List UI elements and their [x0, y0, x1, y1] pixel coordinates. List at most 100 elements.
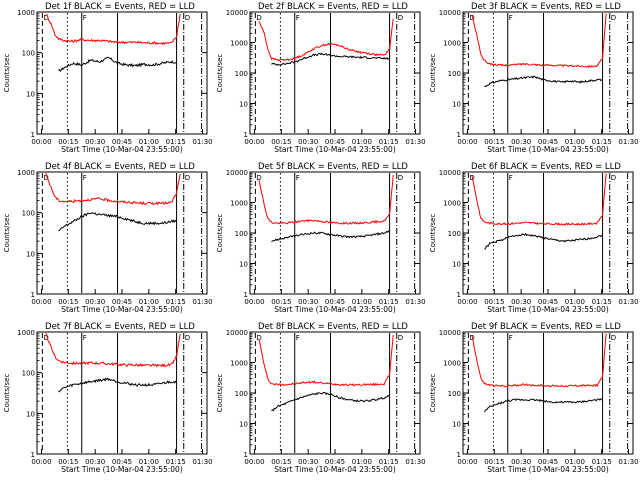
interval-marker-label: D — [398, 14, 403, 22]
x-tick-label: 01:15 — [166, 138, 186, 146]
x-tick-label: 00:15 — [58, 138, 78, 146]
x-tick-label: 01:00 — [139, 458, 159, 466]
y-tick-label: 100 — [22, 210, 35, 218]
x-tick-label: 01:30 — [618, 458, 638, 466]
y-tick-label: 10000 — [226, 9, 248, 17]
y-tick-label: 1 — [457, 131, 461, 139]
x-tick-label: 00:15 — [58, 298, 78, 306]
x-tick-label: 01:00 — [565, 298, 585, 306]
x-tick-label: 01:30 — [192, 458, 212, 466]
x-tick-label: 01:15 — [379, 138, 399, 146]
interval-marker-label: D — [469, 14, 474, 22]
interval-marker-label: F — [509, 14, 513, 22]
series-line-events — [271, 52, 390, 67]
series-line-events — [58, 377, 177, 393]
y-tick-label: 10 — [26, 410, 35, 418]
plot-frame — [36, 11, 208, 135]
x-tick-label: 01:30 — [618, 138, 638, 146]
x-tick-label: 01:15 — [166, 458, 186, 466]
y-tick-label: 100 — [235, 70, 248, 78]
y-tick-label: 1000 — [443, 200, 461, 208]
panel-title: Det 3f BLACK = Events, RED = LLD — [471, 2, 621, 12]
x-tick-label: 01:00 — [352, 298, 372, 306]
interval-marker-label: D — [256, 174, 261, 182]
interval-marker-label: D — [398, 334, 403, 342]
y-tick-label: 10 — [26, 90, 35, 98]
x-tick-label: 00:00 — [31, 298, 51, 306]
y-tick-label: 1000 — [230, 40, 248, 48]
panel-title: Det 7f BLACK = Events, RED = LLD — [45, 322, 195, 332]
y-tick-label: 10 — [239, 101, 248, 109]
series-line-lld — [471, 13, 607, 69]
y-tick-label: 100 — [448, 230, 461, 238]
x-tick-label: 00:15 — [58, 458, 78, 466]
panel-det-1: Det 1f BLACK = Events, RED = LLD Counts/s… — [3, 2, 213, 154]
y-tick-label: 1000 — [17, 329, 35, 337]
x-tick-label: 01:00 — [565, 458, 585, 466]
x-tick-label: 00:30 — [298, 298, 318, 306]
y-tick-label: 10000 — [439, 9, 461, 17]
y-tick-label: 10 — [239, 421, 248, 429]
series-line-events — [271, 230, 390, 243]
y-axis-label: Counts/sec — [3, 214, 11, 253]
x-tick-label: 01:15 — [592, 138, 612, 146]
panel-title: Det 9f BLACK = Events, RED = LLD — [471, 322, 621, 332]
series-line-events — [58, 56, 177, 73]
x-tick-label: 00:30 — [85, 458, 105, 466]
x-tick-label: 00:30 — [85, 298, 105, 306]
series-line-lld — [258, 334, 394, 387]
x-tick-label: 00:30 — [298, 458, 318, 466]
y-axis-label: Counts/sec — [429, 54, 437, 93]
x-tick-label: 00:30 — [511, 458, 531, 466]
x-tick-label: 01:30 — [192, 138, 212, 146]
y-tick-label: 10 — [239, 261, 248, 269]
x-tick-label: 00:30 — [511, 298, 531, 306]
y-tick-label: 1 — [31, 131, 35, 139]
y-tick-label: 1 — [457, 291, 461, 299]
y-axis-label: Counts/sec — [3, 374, 11, 413]
panel-title: Det 8f BLACK = Events, RED = LLD — [258, 322, 408, 332]
y-tick-label: 1000 — [443, 40, 461, 48]
panel-det-2: Det 2f BLACK = Events, RED = LLD Counts/s… — [216, 2, 426, 154]
y-axis-label: Counts/sec — [216, 54, 224, 93]
x-axis-label: Start Time (10-Mar-04 23:55:00) — [487, 465, 609, 474]
y-tick-label: 10000 — [439, 329, 461, 337]
x-tick-label: 00:15 — [271, 298, 291, 306]
x-tick-label: 00:45 — [538, 298, 558, 306]
interval-marker-label: D — [43, 14, 48, 22]
plot-frame — [462, 11, 634, 135]
x-tick-label: 01:15 — [166, 298, 186, 306]
x-tick-label: 01:30 — [618, 298, 638, 306]
x-tick-label: 00:30 — [85, 138, 105, 146]
interval-marker-label: D — [398, 174, 403, 182]
x-tick-label: 00:45 — [112, 138, 132, 146]
y-tick-label: 100 — [235, 390, 248, 398]
series-line-lld — [258, 174, 394, 225]
x-tick-label: 01:15 — [592, 298, 612, 306]
x-tick-label: 00:00 — [457, 138, 477, 146]
interval-marker-label: F — [83, 14, 87, 22]
y-tick-label: 1 — [31, 451, 35, 459]
panel-title: Det 5f BLACK = Events, RED = LLD — [258, 162, 408, 172]
y-tick-label: 10 — [452, 101, 461, 109]
panel-det-5: Det 5f BLACK = Events, RED = LLD Counts/s… — [216, 162, 426, 314]
y-tick-label: 1000 — [230, 200, 248, 208]
y-tick-label: 10 — [26, 250, 35, 258]
y-tick-label: 100 — [22, 50, 35, 58]
x-axis-label: Start Time (10-Mar-04 23:55:00) — [61, 465, 183, 474]
x-tick-label: 01:00 — [139, 138, 159, 146]
x-tick-label: 00:30 — [511, 138, 531, 146]
panel-title: Det 6f BLACK = Events, RED = LLD — [471, 162, 621, 172]
panel-det-9: Det 9f BLACK = Events, RED = LLD Counts/s… — [429, 322, 639, 474]
x-tick-label: 00:15 — [484, 138, 504, 146]
interval-marker-label: D — [43, 174, 48, 182]
interval-marker-label: D — [611, 334, 616, 342]
y-tick-label: 100 — [448, 390, 461, 398]
x-tick-label: 00:45 — [538, 138, 558, 146]
x-tick-label: 00:15 — [484, 458, 504, 466]
x-tick-label: 01:00 — [139, 298, 159, 306]
interval-marker-label: D — [185, 14, 190, 22]
panel-det-6: Det 6f BLACK = Events, RED = LLD Counts/s… — [429, 162, 639, 314]
y-tick-label: 1000 — [17, 169, 35, 177]
